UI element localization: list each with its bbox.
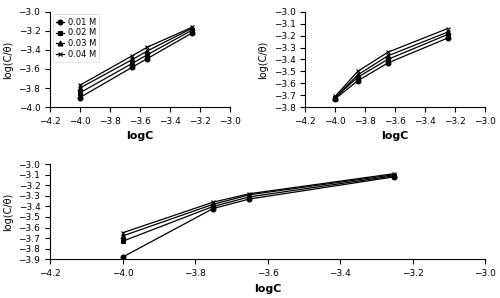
- X-axis label: logC: logC: [382, 131, 409, 141]
- 0.01 M: [77, 96, 83, 99]
- 0.03 M: [246, 193, 252, 197]
- 0.03 M: [332, 96, 338, 99]
- 0.01 M: [190, 31, 196, 35]
- 0.01 M: [130, 65, 136, 69]
- 0.02 M: [384, 58, 390, 61]
- 0.02 M: [332, 96, 338, 99]
- 0.03 M: [392, 173, 398, 176]
- Line: 0.02 M: 0.02 M: [78, 27, 194, 95]
- Line: 0.02 M: 0.02 M: [333, 32, 450, 100]
- 0.04 M: [190, 25, 196, 29]
- Line: 0.01 M: 0.01 M: [333, 36, 450, 101]
- 0.04 M: [354, 70, 360, 73]
- Line: 0.03 M: 0.03 M: [120, 172, 397, 238]
- 0.04 M: [392, 172, 398, 176]
- 0.02 M: [130, 61, 136, 65]
- 0.01 M: [392, 175, 398, 179]
- 0.03 M: [130, 58, 136, 61]
- 0.04 M: [384, 51, 390, 54]
- 0.02 M: [210, 205, 216, 208]
- Y-axis label: log(C/θ): log(C/θ): [3, 193, 13, 231]
- 0.01 M: [120, 255, 126, 259]
- 0.04 M: [77, 83, 83, 87]
- Line: 0.01 M: 0.01 M: [78, 30, 194, 100]
- 0.01 M: [444, 36, 450, 40]
- 0.03 M: [120, 234, 126, 238]
- Y-axis label: log(C/θ): log(C/θ): [258, 40, 268, 79]
- 0.02 M: [392, 174, 398, 178]
- 0.03 M: [210, 203, 216, 206]
- Line: 0.02 M: 0.02 M: [120, 173, 397, 244]
- 0.02 M: [144, 53, 150, 57]
- Line: 0.04 M: 0.04 M: [333, 26, 450, 99]
- Line: 0.03 M: 0.03 M: [78, 26, 194, 91]
- 0.03 M: [77, 86, 83, 90]
- Line: 0.04 M: 0.04 M: [120, 171, 397, 235]
- 0.02 M: [190, 28, 196, 32]
- Line: 0.01 M: 0.01 M: [120, 174, 397, 260]
- 0.01 M: [144, 57, 150, 60]
- 0.01 M: [332, 97, 338, 100]
- 0.03 M: [190, 26, 196, 30]
- 0.01 M: [354, 79, 360, 83]
- Y-axis label: log(C/θ): log(C/θ): [3, 40, 13, 79]
- 0.03 M: [444, 30, 450, 34]
- 0.03 M: [144, 49, 150, 53]
- 0.04 M: [210, 200, 216, 204]
- 0.04 M: [246, 192, 252, 195]
- Legend: 0.01 M, 0.02 M, 0.03 M, 0.04 M: 0.01 M, 0.02 M, 0.03 M, 0.04 M: [52, 14, 99, 62]
- 0.04 M: [144, 45, 150, 49]
- 0.04 M: [130, 54, 136, 58]
- 0.01 M: [210, 207, 216, 210]
- 0.03 M: [354, 73, 360, 77]
- 0.04 M: [444, 27, 450, 30]
- Line: 0.03 M: 0.03 M: [333, 30, 450, 100]
- 0.02 M: [246, 195, 252, 199]
- X-axis label: logC: logC: [254, 283, 281, 294]
- 0.04 M: [120, 231, 126, 235]
- 0.03 M: [384, 54, 390, 58]
- 0.02 M: [77, 91, 83, 94]
- 0.04 M: [332, 94, 338, 98]
- 0.02 M: [120, 240, 126, 243]
- Line: 0.04 M: 0.04 M: [78, 25, 194, 88]
- 0.02 M: [444, 33, 450, 36]
- 0.02 M: [354, 75, 360, 79]
- 0.01 M: [246, 197, 252, 201]
- X-axis label: logC: logC: [126, 131, 154, 141]
- 0.01 M: [384, 61, 390, 65]
